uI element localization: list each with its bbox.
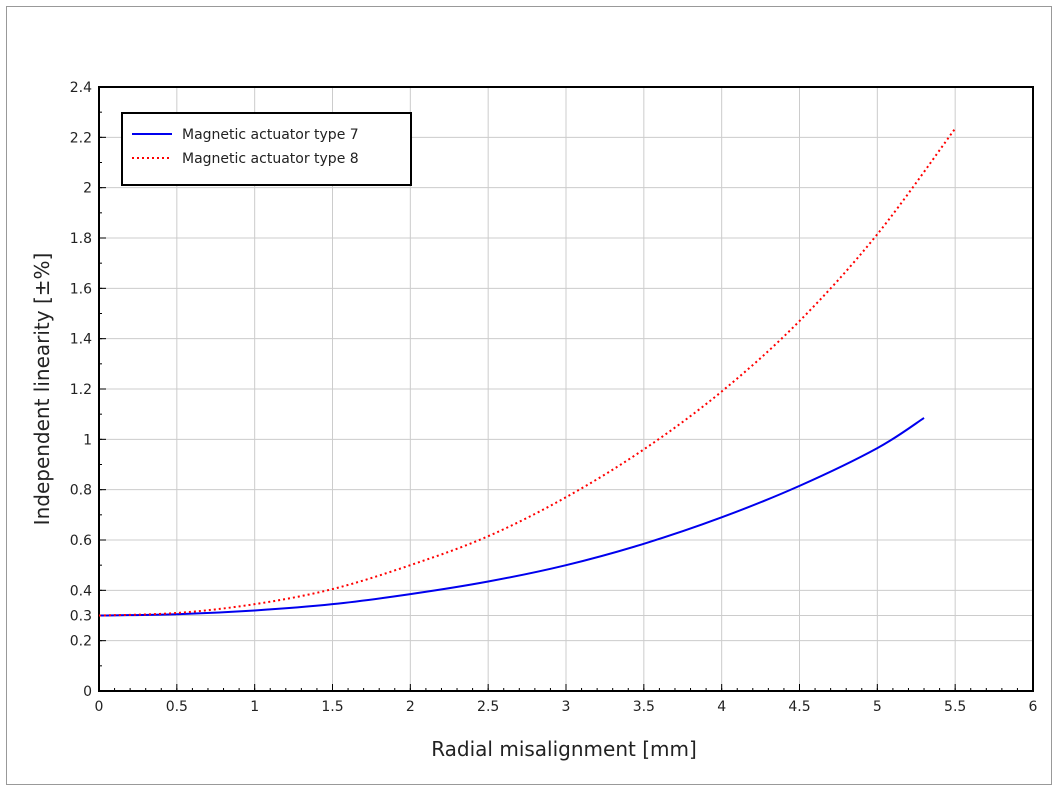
y-tick-label: 0.6 [70,533,92,549]
y-tick-label: 1 [83,432,92,448]
x-tick-label: 2.5 [477,699,499,715]
x-tick-label: 0.5 [166,699,188,715]
y-tick-label: 1.6 [70,281,92,297]
x-axis-title: Radial misalignment [mm] [431,737,697,761]
x-tick-label: 1.5 [321,699,343,715]
legend-label-type-8: Magnetic actuator type 8 [182,151,359,167]
y-tick-label: 2.4 [70,80,92,96]
y-tick-label: 0 [83,684,92,700]
y-tick-label: 0.8 [70,483,92,499]
series-lines [98,127,956,617]
legend: Magnetic actuator type 7 Magnetic actuat… [121,112,412,186]
legend-label-type-7: Magnetic actuator type 7 [182,127,359,143]
y-tick-label: 1.2 [70,382,92,398]
x-tick-label: 0 [95,699,104,715]
y-tick-label: 2 [83,181,92,197]
y-tick-label: 2.2 [70,130,92,146]
y-tick-label: 0.3 [70,609,92,625]
x-tick-label: 5 [873,699,882,715]
y-axis-title: Independent linearity [±%] [30,253,54,526]
y-tick-label: 0.4 [70,583,92,599]
y-tick-label: 0.2 [70,634,92,650]
x-tick-label: 2 [406,699,415,715]
x-tick-label: 5.5 [944,699,966,715]
y-tick-label: 1.4 [70,332,92,348]
x-tick-label: 3 [562,699,571,715]
x-tick-label: 1 [250,699,259,715]
x-tick-label: 3.5 [633,699,655,715]
series-line-type-7 [98,417,925,617]
x-tick-label: 6 [1029,699,1038,715]
x-tick-label: 4 [717,699,726,715]
y-tick-label: 1.8 [70,231,92,247]
series-line-type-8 [98,127,956,617]
legend-box [121,112,412,186]
x-tick-label: 4.5 [788,699,810,715]
